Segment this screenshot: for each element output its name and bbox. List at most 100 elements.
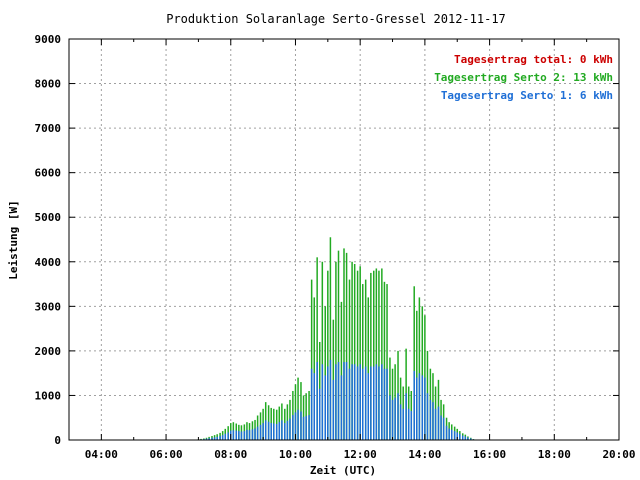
bar [337, 250, 340, 440]
bar [205, 438, 208, 440]
bar [238, 431, 240, 440]
bar [240, 431, 243, 440]
bar [453, 431, 456, 440]
x-tick-label: 18:00 [538, 448, 571, 461]
bar [410, 411, 413, 440]
bar [337, 362, 340, 440]
bar [281, 420, 283, 440]
bar [335, 364, 337, 440]
x-tick-label: 12:00 [344, 448, 377, 461]
y-tick-label: 6000 [35, 167, 62, 180]
bar [362, 284, 364, 440]
bar [219, 435, 221, 440]
bar [348, 368, 351, 440]
bar [267, 421, 270, 440]
bar [389, 395, 391, 440]
bar [343, 248, 345, 440]
bar [305, 415, 307, 440]
bar [432, 402, 434, 440]
bar [264, 420, 267, 440]
bar [367, 297, 370, 440]
bar [292, 415, 294, 440]
bar [318, 388, 321, 440]
bar [235, 430, 238, 440]
bar [467, 437, 469, 440]
legend-entry: Tagesertrag Serto 2: 13 kWh [434, 71, 613, 84]
bar [386, 368, 388, 440]
bar [418, 297, 421, 440]
x-axis-ticks: 04:00 06:00 08:00 10:00 12:00 14:00 16:00 18:00… [68, 39, 636, 461]
bar [340, 375, 343, 440]
bar [297, 377, 299, 440]
bar [351, 364, 353, 440]
bar [373, 270, 375, 440]
y-tick-label: 1000 [35, 389, 62, 402]
bar [437, 406, 440, 440]
bar [429, 399, 432, 440]
bar [208, 438, 210, 440]
y-tick-label: 3000 [35, 300, 62, 313]
bar [373, 366, 375, 440]
bar [405, 393, 407, 440]
bar [343, 362, 345, 440]
bar [232, 430, 235, 440]
plot-frame [68, 38, 620, 441]
bar [221, 435, 224, 440]
bar [413, 286, 415, 440]
bar [413, 370, 415, 440]
bar [421, 375, 424, 440]
bar [424, 377, 426, 440]
bar [332, 379, 335, 440]
bar [394, 397, 396, 440]
bar [211, 437, 213, 440]
bar [286, 420, 289, 440]
bar [348, 279, 351, 440]
bar [381, 268, 383, 440]
bar [335, 261, 337, 440]
bar [259, 424, 262, 440]
bar [351, 261, 353, 440]
series-serto1-bars [197, 359, 475, 440]
bar [294, 412, 297, 440]
bar [254, 428, 256, 440]
bar [375, 364, 378, 440]
x-tick-label: 16:00 [473, 448, 506, 461]
bar [270, 423, 272, 440]
bar [353, 364, 356, 440]
chart-title: Produktion Solaranlage Serto-Gressel 201… [166, 12, 506, 26]
legend-entry: Tagesertrag total: 0 kWh [454, 53, 613, 66]
bar [362, 368, 364, 440]
bar [416, 310, 418, 440]
bar [273, 423, 275, 440]
bar [251, 429, 254, 440]
bar [399, 404, 402, 440]
bar [243, 431, 246, 440]
bar [356, 366, 359, 440]
bar [440, 415, 442, 440]
bar [375, 268, 378, 440]
bar [289, 418, 291, 440]
bar [256, 426, 259, 440]
bar [300, 382, 302, 440]
bar [442, 417, 445, 440]
bar [459, 433, 461, 440]
bar [246, 429, 248, 440]
bar [383, 281, 386, 440]
bar [445, 425, 448, 440]
bar [359, 364, 361, 440]
x-tick-label: 10:00 [279, 448, 312, 461]
bar [370, 366, 372, 440]
bar [426, 393, 429, 440]
bar [313, 297, 315, 440]
bar [370, 272, 372, 440]
bar [278, 422, 281, 440]
bar [248, 430, 251, 440]
bar [378, 270, 380, 440]
bar [386, 284, 388, 440]
x-tick-label: 08:00 [214, 448, 247, 461]
bar [310, 279, 313, 440]
bar [383, 368, 386, 440]
x-axis-label: Zeit (UTC) [310, 464, 376, 477]
bar [378, 366, 380, 440]
bar [364, 366, 367, 440]
